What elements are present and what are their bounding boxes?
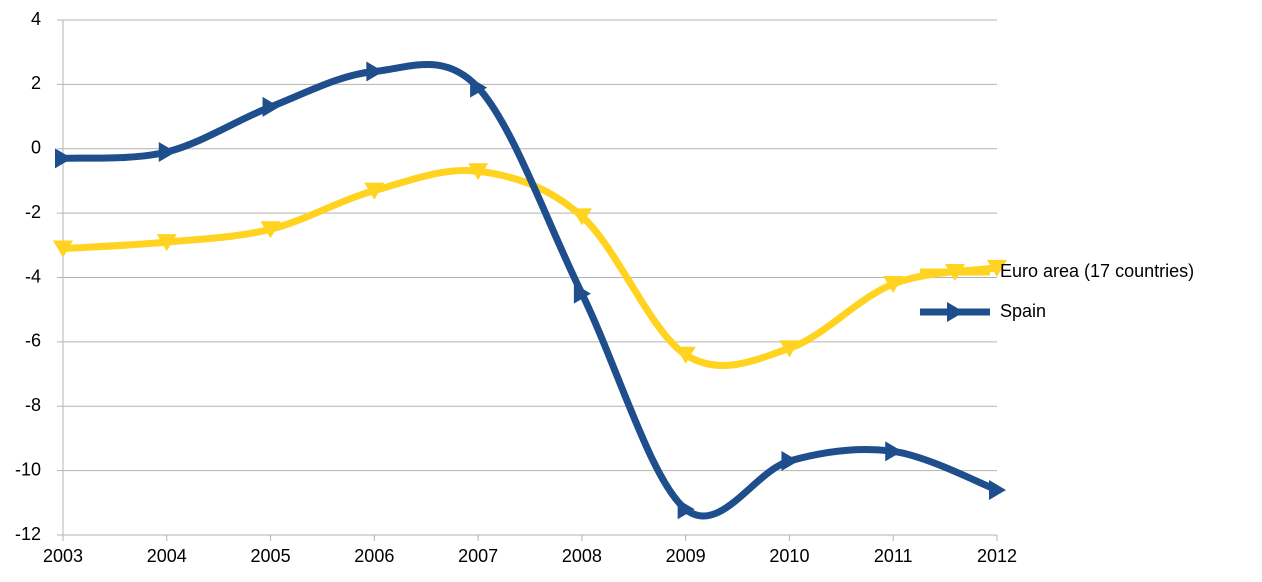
x-tick-label: 2010 [769,546,809,566]
marker [158,141,176,162]
y-tick-label: 0 [31,138,41,158]
x-tick-label: 2008 [562,546,602,566]
marker [947,302,964,322]
marker [989,479,1006,500]
marker [468,163,489,181]
x-tick-label: 2006 [354,546,394,566]
y-tick-label: -4 [25,266,41,286]
y-tick-label: 2 [31,73,41,93]
legend-label: Spain [1000,301,1046,321]
marker [260,221,281,239]
x-tick-label: 2003 [43,546,83,566]
x-tick-label: 2012 [977,546,1017,566]
series-line [59,167,1001,370]
marker [470,77,488,98]
marker [677,499,695,520]
y-tick-label: -12 [15,524,41,544]
x-tick-label: 2004 [147,546,187,566]
marker [262,96,280,117]
marker [675,346,696,364]
y-tick-label: -8 [25,395,41,415]
marker [779,340,800,358]
marker [366,61,384,82]
marker [945,264,965,281]
marker [364,182,385,200]
legend-label: Euro area (17 countries) [1000,261,1194,281]
marker [571,208,592,226]
x-tick-label: 2011 [874,546,913,566]
y-tick-label: -10 [15,459,41,479]
x-tick-label: 2007 [458,546,498,566]
marker [53,240,73,258]
marker [573,283,591,304]
marker [156,234,177,252]
marker [885,441,903,462]
marker [883,275,904,293]
marker [781,450,799,471]
x-tick-label: 2005 [251,546,291,566]
x-tick-label: 2009 [666,546,706,566]
y-tick-label: -2 [25,202,41,222]
marker [55,148,72,169]
y-tick-label: -6 [25,331,41,351]
series-line [59,60,1001,520]
marker [987,259,1007,277]
y-tick-label: 4 [31,9,41,29]
